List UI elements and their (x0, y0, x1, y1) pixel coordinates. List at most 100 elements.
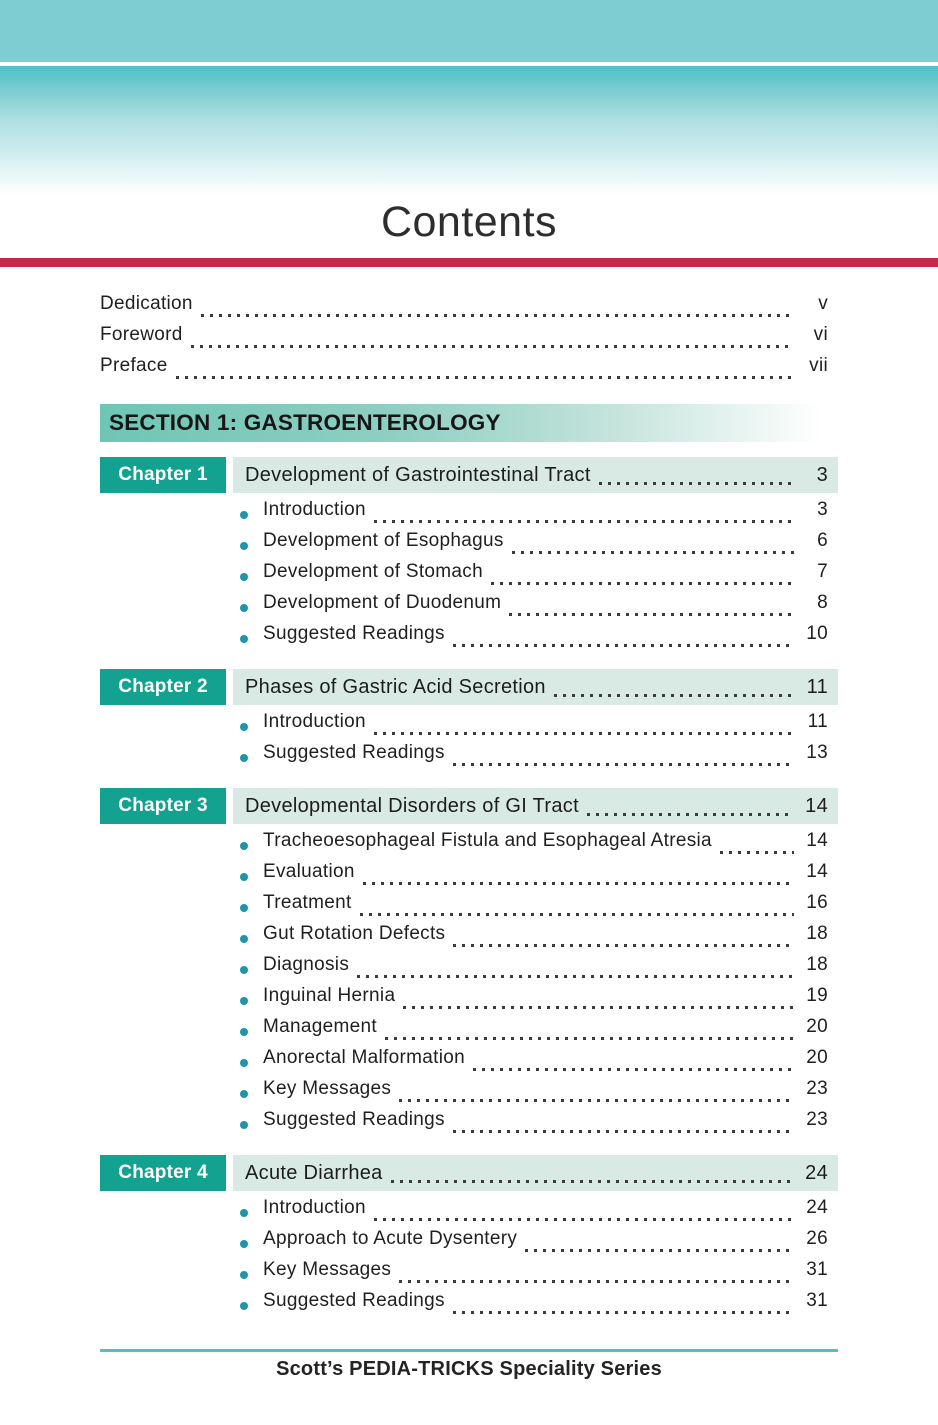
bullet-icon (240, 1270, 248, 1279)
toc-item-row: Development of Duodenum 8 (240, 592, 838, 623)
front-matter-row: Foreword vi (100, 324, 838, 355)
toc-item-row: Introduction 3 (240, 499, 838, 530)
toc-item-row: Introduction 24 (240, 1197, 838, 1228)
toc-item-row: Key Messages 31 (240, 1259, 838, 1290)
toc-item-row: Diagnosis 18 (240, 954, 838, 985)
dot-leader (373, 520, 794, 523)
dot-leader (390, 1180, 794, 1183)
dot-leader (490, 582, 794, 585)
chapter-title-strip: Acute Diarrhea 24 (233, 1155, 838, 1191)
bullet-icon (240, 903, 248, 912)
item-label: Management (263, 1016, 377, 1037)
toc-item-row: Development of Stomach 7 (240, 561, 838, 592)
chapter-header-row: Chapter 1 Development of Gastrointestina… (100, 457, 838, 493)
page-number: 10 (806, 623, 828, 644)
page-number: v (818, 293, 828, 314)
page-number: 14 (806, 830, 828, 851)
dot-leader (190, 345, 794, 348)
page-number: vi (813, 324, 828, 345)
front-matter-row: Dedication v (100, 293, 838, 324)
bullet-icon (240, 841, 248, 850)
page-number: 24 (805, 1162, 828, 1184)
chapter-badge: Chapter 4 (100, 1155, 226, 1191)
item-label: Gut Rotation Defects (263, 923, 446, 944)
chapter-block: Chapter 4 Acute Diarrhea 24 Introduction… (100, 1155, 838, 1321)
dot-leader (472, 1068, 794, 1071)
toc-item-row: Suggested Readings 13 (240, 742, 838, 773)
page-number: 20 (806, 1016, 828, 1037)
toc-item-row: Anorectal Malformation 20 (240, 1047, 838, 1078)
footer-divider-line (100, 1349, 838, 1352)
item-label: Development of Duodenum (263, 592, 502, 613)
item-label: Suggested Readings (263, 1109, 445, 1130)
chapter-list: Chapter 1 Development of Gastrointestina… (100, 457, 838, 1321)
toc-item-row: Key Messages 23 (240, 1078, 838, 1109)
chapter-title: Phases of Gastric Acid Secretion (245, 676, 546, 698)
page-number: 16 (806, 892, 828, 913)
dot-leader (403, 1006, 794, 1009)
dot-leader (399, 1099, 794, 1102)
dot-leader (373, 732, 794, 735)
chapter-title-strip: Development of Gastrointestinal Tract 3 (233, 457, 838, 493)
toc-item-row: Gut Rotation Defects 18 (240, 923, 838, 954)
page-number: vii (809, 355, 828, 376)
chapter-header-row: Chapter 3 Developmental Disorders of GI … (100, 788, 838, 824)
item-label: Suggested Readings (263, 742, 445, 763)
chapter-items: Introduction 3 Development of Esophagus … (100, 499, 838, 654)
bullet-icon (240, 1120, 248, 1129)
toc-item-row: Suggested Readings 31 (240, 1290, 838, 1321)
page-number: 24 (806, 1197, 828, 1218)
dot-leader (509, 613, 794, 616)
bullet-icon (240, 1301, 248, 1310)
dot-leader (598, 482, 794, 485)
bullet-icon (240, 603, 248, 612)
bullet-icon (240, 1239, 248, 1248)
front-matter-label: Dedication (100, 293, 193, 314)
item-label: Anorectal Malformation (263, 1047, 465, 1068)
dot-leader (719, 851, 794, 854)
page-number: 26 (806, 1228, 828, 1249)
dot-leader (373, 1218, 794, 1221)
item-label: Suggested Readings (263, 623, 445, 644)
front-matter-label: Foreword (100, 324, 183, 345)
chapter-title: Development of Gastrointestinal Tract (245, 464, 591, 486)
item-label: Tracheoesophageal Fistula and Esophageal… (263, 830, 712, 851)
bullet-icon (240, 510, 248, 519)
dot-leader (586, 813, 794, 816)
toc-item-row: Inguinal Hernia 19 (240, 985, 838, 1016)
page-number: 18 (806, 923, 828, 944)
page-number: 8 (817, 592, 828, 613)
section-banner: SECTION 1: GASTROENTEROLOGY (100, 404, 838, 442)
chapter-badge: Chapter 1 (100, 457, 226, 493)
page-number: 31 (806, 1259, 828, 1280)
front-matter-label: Preface (100, 355, 168, 376)
chapter-block: Chapter 3 Developmental Disorders of GI … (100, 788, 838, 1140)
bullet-icon (240, 1089, 248, 1098)
item-label: Introduction (263, 711, 366, 732)
bullet-icon (240, 1208, 248, 1217)
page-number: 13 (806, 742, 828, 763)
item-label: Diagnosis (263, 954, 350, 975)
dot-leader (200, 314, 794, 317)
red-divider-bar (0, 258, 938, 267)
chapter-badge: Chapter 2 (100, 669, 226, 705)
chapter-badge: Chapter 3 (100, 788, 226, 824)
page-number: 19 (806, 985, 828, 1006)
toc-item-row: Suggested Readings 10 (240, 623, 838, 654)
item-label: Development of Esophagus (263, 530, 504, 551)
page-number: 20 (806, 1047, 828, 1068)
bullet-icon (240, 572, 248, 581)
chapter-items: Tracheoesophageal Fistula and Esophageal… (100, 830, 838, 1140)
chapter-block: Chapter 1 Development of Gastrointestina… (100, 457, 838, 654)
dot-leader (525, 1249, 794, 1252)
toc-item-row: Approach to Acute Dysentery 26 (240, 1228, 838, 1259)
chapter-title: Developmental Disorders of GI Tract (245, 795, 579, 817)
dot-leader (357, 975, 794, 978)
toc-content: Dedication v Foreword vi Preface vii SEC… (0, 267, 938, 1321)
chapter-header-row: Chapter 4 Acute Diarrhea 24 (100, 1155, 838, 1191)
bullet-icon (240, 722, 248, 731)
bullet-icon (240, 1058, 248, 1067)
toc-item-row: Treatment 16 (240, 892, 838, 923)
dot-leader (384, 1037, 794, 1040)
page-number: 23 (806, 1078, 828, 1099)
